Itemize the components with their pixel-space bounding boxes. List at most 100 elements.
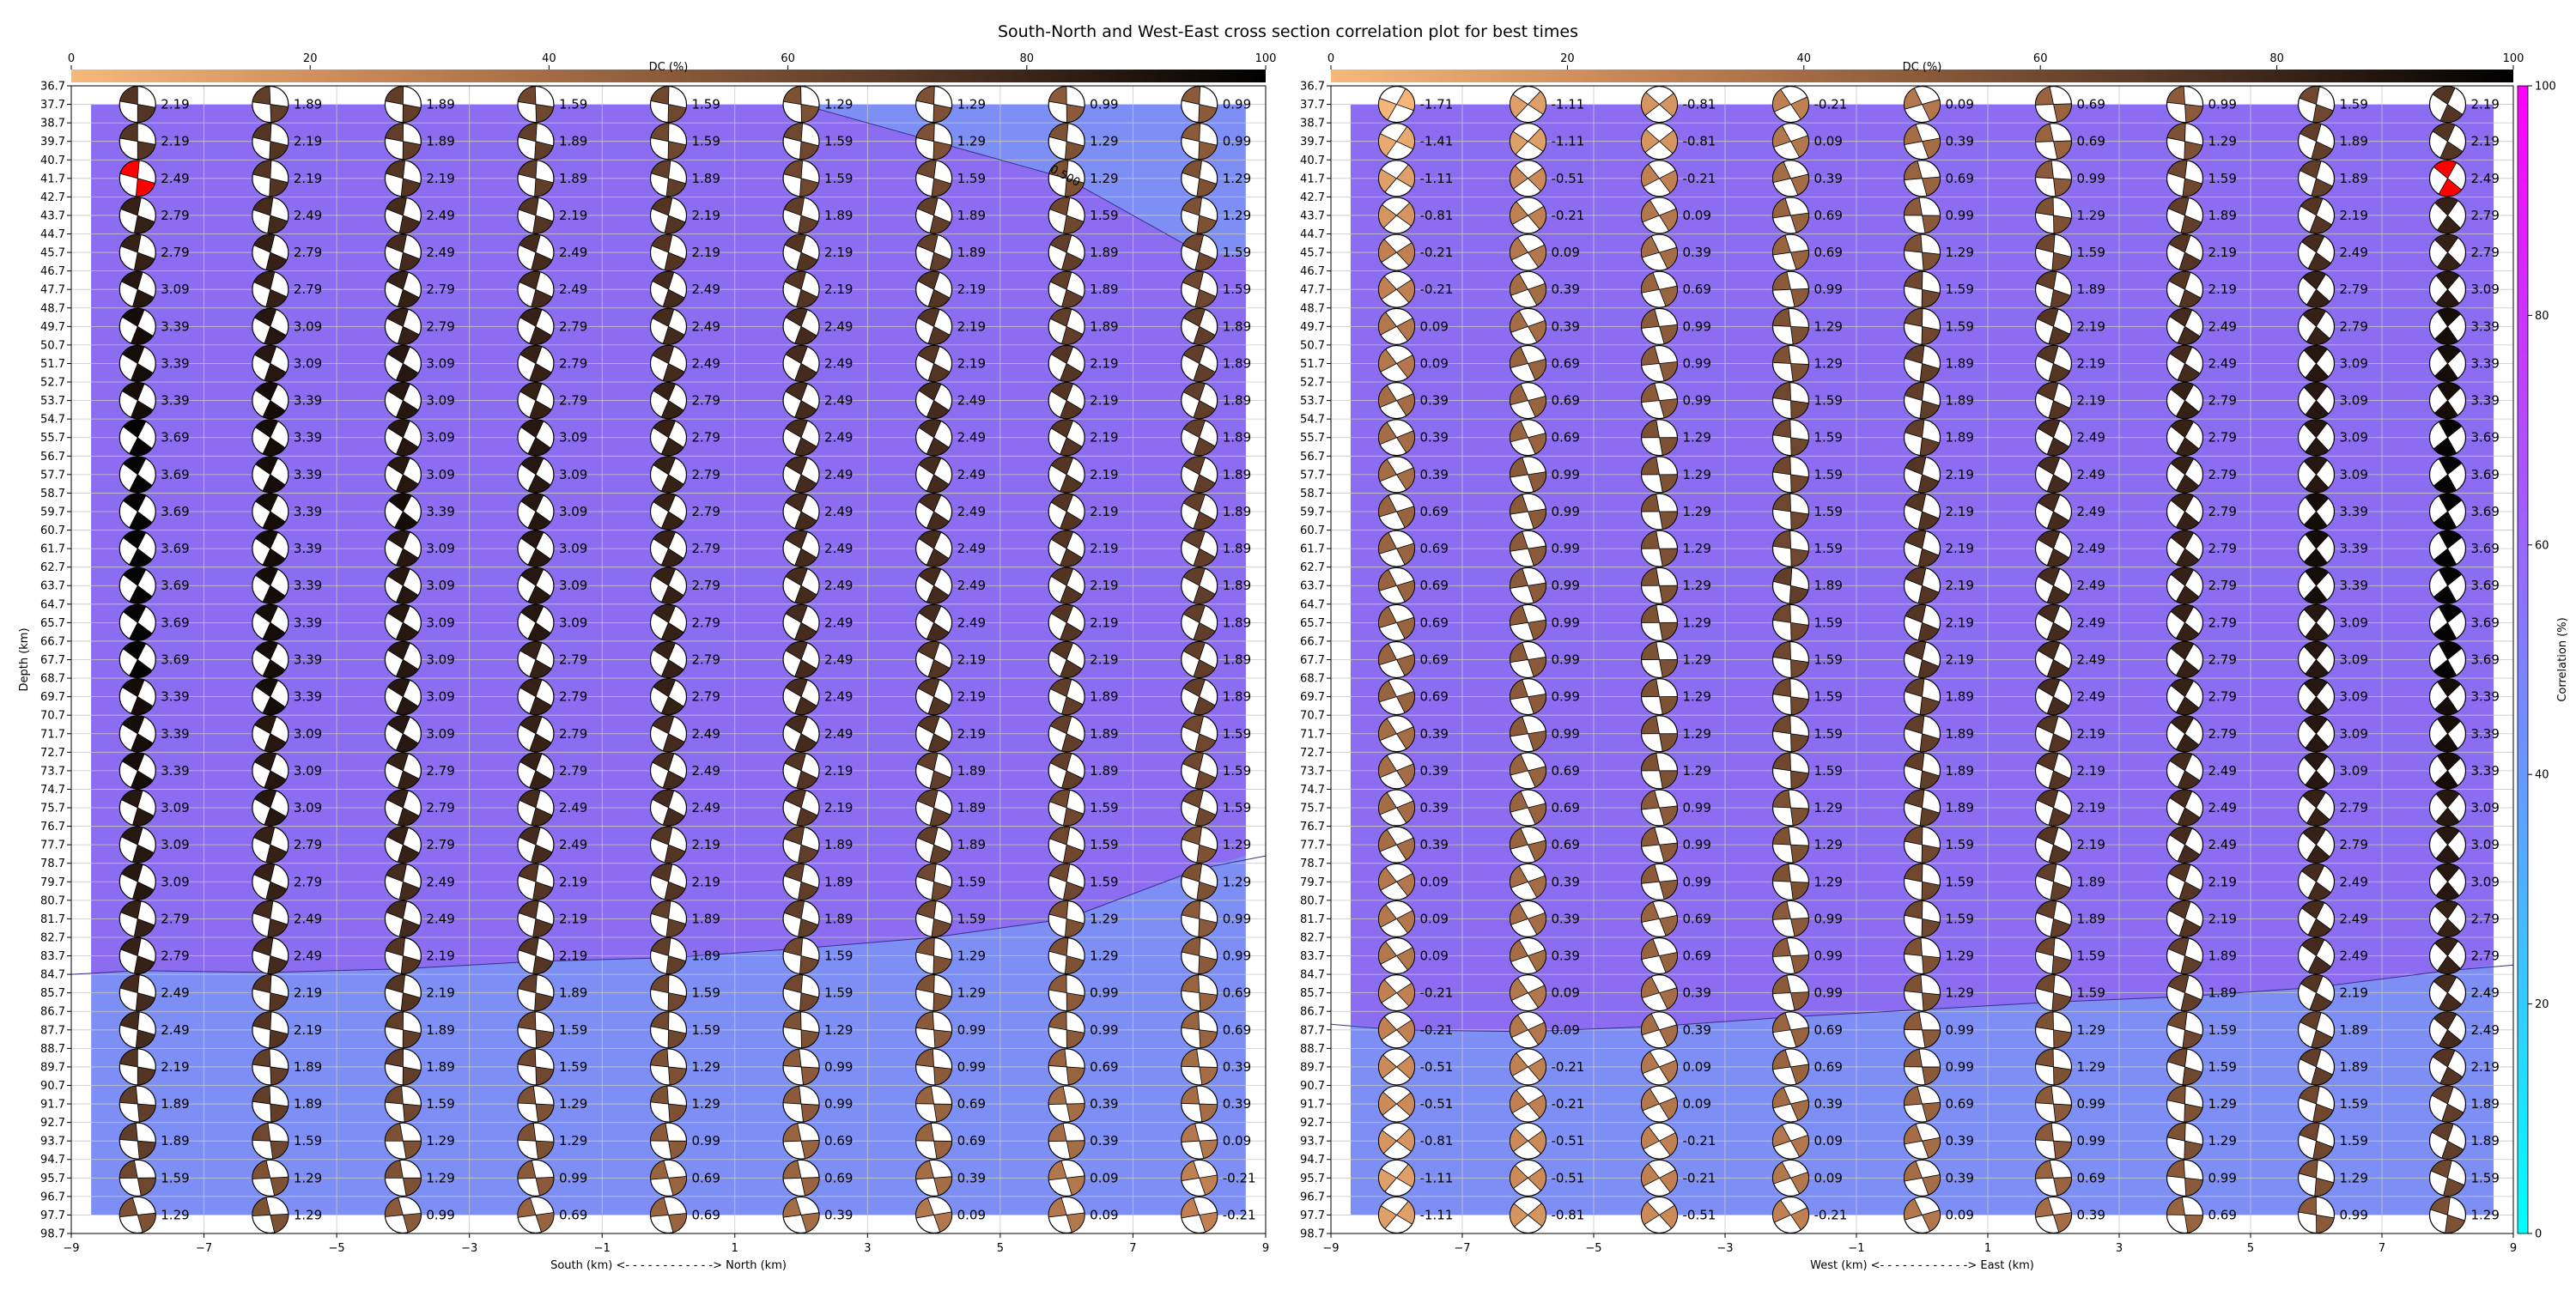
beachball-compression-quadrant: [2306, 288, 2330, 308]
beachball: [782, 270, 820, 308]
beachball-compression-quadrant: [1181, 1123, 1200, 1143]
beachball: [2297, 1159, 2336, 1197]
y-tick-label: 49.7: [1300, 321, 1325, 334]
beachball-value-label: 0.99: [824, 1096, 853, 1112]
beachball: [1903, 344, 1941, 383]
beachball-compression-quadrant: [667, 1176, 687, 1197]
beachball-compression-quadrant: [2048, 362, 2071, 382]
y-tick-label: 92.7: [40, 1117, 65, 1130]
beachball-compression-quadrant: [1198, 104, 1218, 123]
beachball-value-label: 3.69: [161, 430, 189, 445]
beachball-value-label: 1.59: [2208, 1022, 2237, 1038]
beachball-value-label: 0.99: [2208, 97, 2237, 112]
beachball-compression-quadrant: [650, 937, 671, 957]
beachball-compression-quadrant: [2182, 178, 2203, 197]
beachball-compression-quadrant: [1181, 1011, 1200, 1031]
beachball-compression-quadrant: [800, 104, 820, 123]
beachball: [384, 789, 422, 827]
beachball-compression-quadrant: [122, 419, 147, 439]
beachball-value-label: 3.39: [161, 393, 189, 409]
beachball-value-label: 1.59: [1814, 541, 1843, 556]
beachball-compression-quadrant: [926, 548, 950, 567]
beachball: [1181, 270, 1218, 308]
beachball-compression-quadrant: [1921, 137, 1941, 159]
y-tick-label: 87.7: [40, 1024, 65, 1037]
beachball-value-label: 0.99: [1683, 874, 1711, 889]
beachball: [384, 307, 422, 345]
beachball-compression-quadrant: [2170, 419, 2195, 439]
beachball-compression-quadrant: [1772, 88, 1792, 112]
beachball: [517, 603, 555, 641]
beachball-value-label: 2.49: [2471, 985, 2500, 1001]
beachball: [1771, 789, 1810, 827]
beachball-compression-quadrant: [929, 807, 951, 827]
beachball-value-label: 3.09: [161, 800, 189, 815]
beachball-compression-quadrant: [1527, 471, 1546, 493]
beachball-compression-quadrant: [1641, 530, 1660, 549]
beachball: [915, 1085, 953, 1123]
beachball: [1377, 1011, 1416, 1049]
y-tick-label: 46.7: [1300, 265, 1325, 278]
beachball-value-label: 1.29: [824, 97, 853, 112]
beachball-compression-quadrant: [2305, 399, 2330, 419]
beachball-compression-quadrant: [782, 1011, 802, 1031]
beachball: [915, 530, 953, 567]
beachball-compression-quadrant: [519, 307, 543, 327]
beachball-compression-quadrant: [2299, 86, 2320, 106]
beachball-compression-quadrant: [2433, 399, 2458, 419]
beachball: [1509, 640, 1547, 679]
beachball: [517, 1048, 555, 1086]
beachball-value-label: 0.69: [1552, 430, 1580, 445]
beachball-value-label: 0.99: [2077, 171, 2105, 186]
beachball-compression-quadrant: [385, 974, 406, 994]
beachball: [2166, 678, 2204, 716]
beachball-value-label: -0.21: [1223, 1207, 1256, 1222]
beachball-compression-quadrant: [1060, 511, 1083, 530]
beachball-value-label: 2.79: [2208, 615, 2237, 630]
beachball-value-label: 1.59: [1946, 837, 1974, 852]
beachball-value-label: 0.99: [1552, 541, 1580, 556]
beachball-value-label: 0.39: [1090, 1096, 1118, 1112]
beachball-value-label: 0.69: [1090, 1059, 1118, 1075]
beachball-compression-quadrant: [933, 1066, 952, 1086]
beachball-compression-quadrant: [398, 252, 421, 271]
beachball-compression-quadrant: [1659, 437, 1678, 456]
beachball-value-label: 0.39: [1223, 1059, 1251, 1075]
beachball-value-label: 3.09: [2340, 467, 2368, 482]
beachball-compression-quadrant: [1196, 178, 1218, 197]
y-tick-label: 76.7: [1300, 821, 1325, 833]
x-tick-label: −3: [461, 1242, 477, 1255]
beachball: [517, 419, 555, 457]
beachball-compression-quadrant: [1904, 124, 1923, 145]
beachball-compression-quadrant: [270, 1176, 289, 1197]
beachball-value-label: 0.39: [1552, 911, 1580, 926]
beachball-value-label: 3.09: [559, 541, 587, 556]
beachball-value-label: 2.49: [2208, 318, 2237, 334]
beachball-compression-quadrant: [2177, 362, 2201, 382]
beachball-compression-quadrant: [2305, 437, 2330, 457]
beachball: [2034, 715, 2073, 753]
beachball-value-label: 3.09: [2340, 689, 2368, 705]
beachball-compression-quadrant: [2303, 345, 2328, 365]
beachball-compression-quadrant: [794, 548, 817, 567]
beachball: [384, 233, 422, 271]
beachball-value-label: -0.81: [1552, 1207, 1585, 1222]
dc-tick-label: 80: [2269, 52, 2284, 65]
beachball: [517, 381, 555, 420]
y-tick-label: 94.7: [1300, 1154, 1325, 1167]
beachball-compression-quadrant: [1199, 1174, 1218, 1196]
beachball-compression-quadrant: [926, 585, 950, 604]
beachball-compression-quadrant: [650, 86, 670, 106]
beachball-value-label: 1.89: [1223, 652, 1251, 668]
beachball-value-label: 1.29: [1683, 689, 1711, 705]
beachball-compression-quadrant: [2170, 493, 2195, 512]
beachball-compression-quadrant: [122, 641, 147, 661]
beachball-compression-quadrant: [264, 733, 287, 753]
beachball: [2034, 1122, 2073, 1160]
beachball: [1181, 567, 1218, 604]
beachball: [782, 678, 820, 716]
y-tick-label: 80.7: [1300, 894, 1325, 907]
beachball-value-label: 3.39: [2471, 726, 2500, 742]
beachball-value-label: 1.89: [1090, 318, 1118, 334]
y-tick-label: 55.7: [40, 432, 65, 445]
